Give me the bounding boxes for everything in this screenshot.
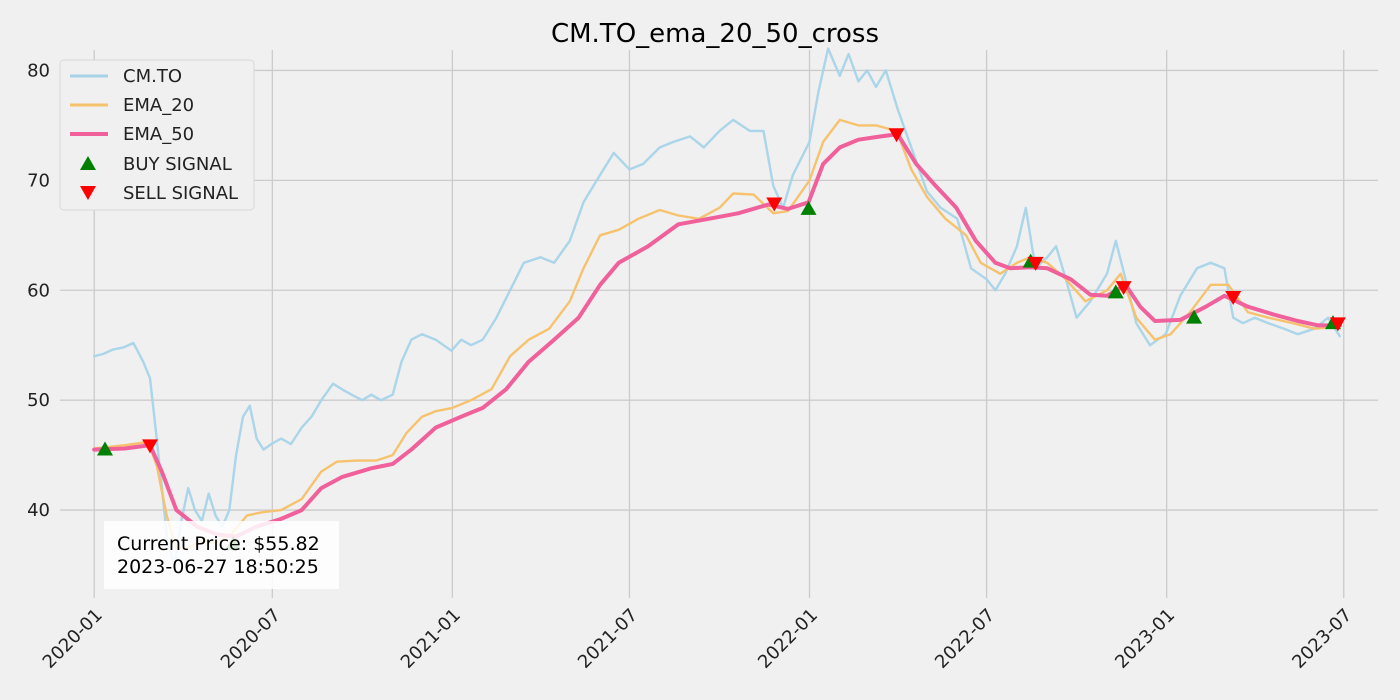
y-tick-label: 70 [27, 170, 50, 191]
sell-signal-marker [1329, 317, 1346, 332]
legend: CM.TO EMA_20 EMA_50 BUY SIGNAL SELL SIGN… [59, 59, 255, 211]
y-tick-label: 50 [27, 390, 50, 411]
sell-signal-marker [1225, 290, 1242, 305]
legend-sell-marker [80, 186, 96, 200]
legend-label-price: CM.TO [123, 66, 182, 87]
series-layer [92, 47, 1342, 567]
buy-signal-marker [1186, 309, 1203, 324]
sell-signal-marker [142, 439, 159, 454]
buy-signal-marker [1107, 284, 1124, 299]
grid-layer [60, 50, 1378, 598]
sell-signal-marker [1027, 256, 1044, 271]
y-tick-label: 80 [27, 60, 50, 81]
buy-signal-marker [97, 441, 114, 456]
legend-label-ema20: EMA_20 [123, 95, 194, 116]
y-tick-label: 40 [27, 500, 50, 521]
price-series-line [93, 47, 1341, 567]
sell-signal-marker [888, 128, 905, 143]
price-annotation: Current Price: $55.82 2023-06-27 18:50:2… [104, 521, 339, 589]
legend-label-ema50: EMA_50 [123, 124, 194, 145]
current-price-text: Current Price: $55.82 [117, 533, 320, 555]
legend-label-buy: BUY SIGNAL [123, 154, 232, 175]
legend-box [59, 59, 255, 211]
y-tick-label: 60 [27, 280, 50, 301]
annotation-box [104, 521, 339, 589]
sell-signal-marker [766, 197, 783, 212]
legend-label-sell: SELL SIGNAL [123, 183, 238, 204]
chart-title: CM.TO_ema_20_50_cross [551, 19, 879, 49]
timestamp-text: 2023-06-27 18:50:25 [117, 556, 319, 578]
ema50-series-line [92, 132, 1342, 539]
legend-buy-marker [80, 156, 96, 170]
buy-signal-marker [800, 200, 817, 215]
sell-signal-marker [1115, 281, 1132, 296]
